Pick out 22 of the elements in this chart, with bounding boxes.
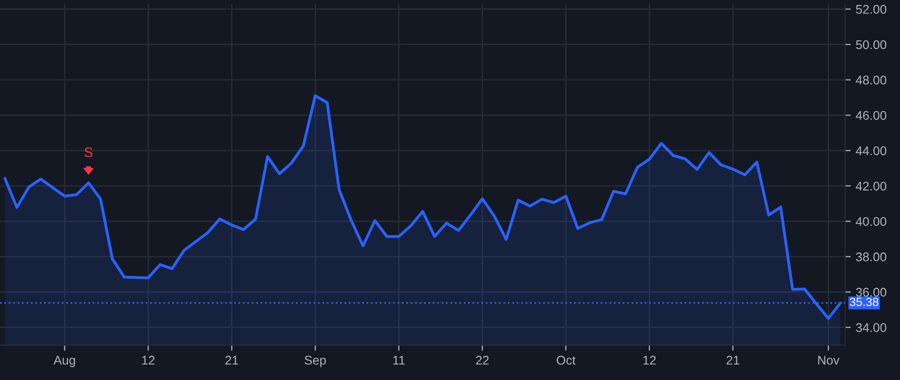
y-tick-label: 42.00 bbox=[856, 182, 886, 191]
annotation: S bbox=[84, 147, 93, 158]
x-tick-label: Oct bbox=[556, 356, 576, 365]
y-tick-label: 52.00 bbox=[856, 4, 886, 14]
y-tick-label: 38.00 bbox=[856, 252, 886, 262]
y-tick-label: 48.00 bbox=[856, 76, 886, 84]
y-tick-label: 50.00 bbox=[856, 40, 886, 50]
ref-line-label: 35.38 bbox=[850, 298, 878, 306]
x-tick-label: Nov bbox=[818, 356, 840, 365]
x-tick-label: 21 bbox=[726, 356, 740, 365]
y-tick-label: 34.00 bbox=[856, 323, 886, 332]
y-tick-label: 40.00 bbox=[856, 217, 886, 226]
y-tick-label: 46.00 bbox=[856, 110, 886, 120]
x-tick-label: 21 bbox=[225, 356, 238, 365]
x-tick-label: 12 bbox=[643, 356, 656, 365]
x-tick-label: Sep bbox=[304, 356, 326, 368]
x-tick-label: 11 bbox=[393, 356, 405, 365]
x-tick-label: 22 bbox=[476, 356, 489, 365]
x-tick-label: Aug bbox=[54, 356, 75, 368]
y-tick-label: 44.00 bbox=[856, 146, 886, 156]
x-tick-label: 12 bbox=[142, 356, 155, 365]
y-tick-label: 36.00 bbox=[856, 288, 886, 297]
